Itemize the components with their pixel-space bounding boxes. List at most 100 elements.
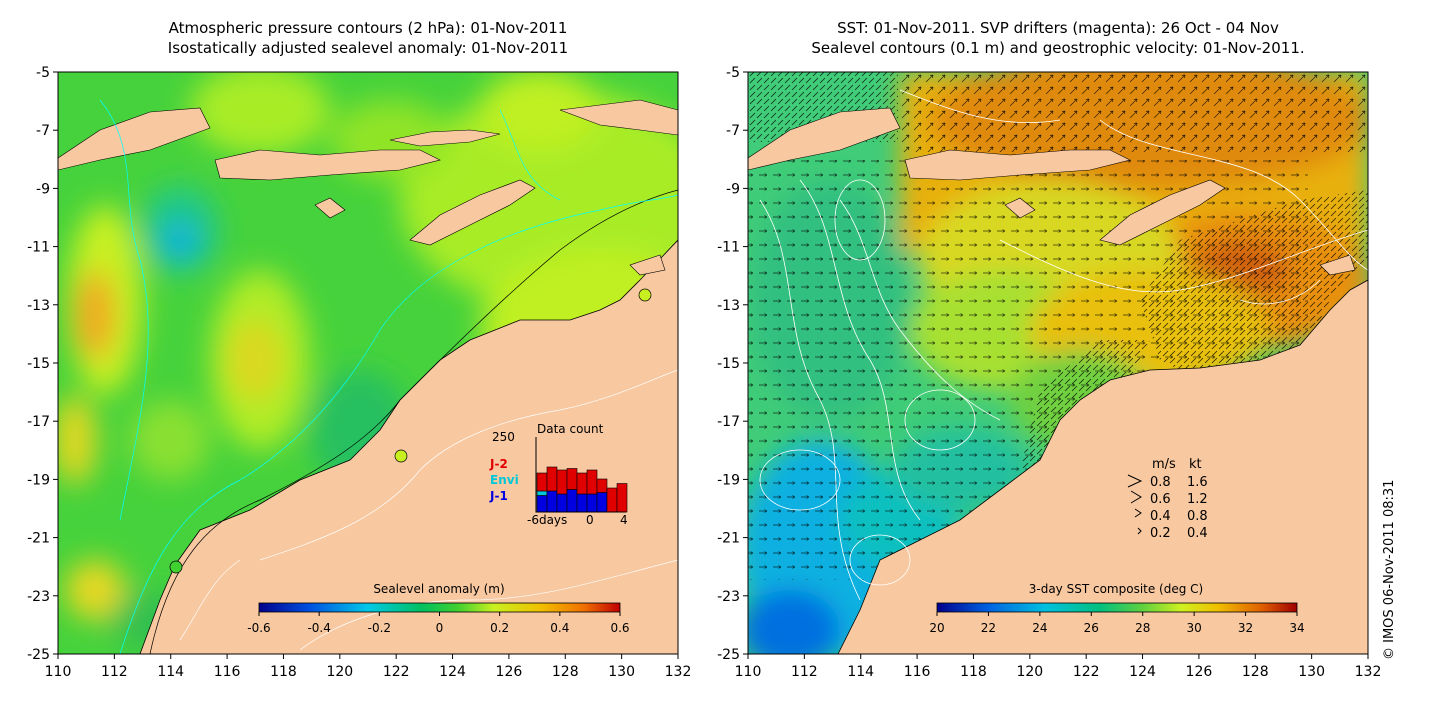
vel-row3-kt: 0.4 [1187, 526, 1208, 541]
right_panel-x-tick-6: 122 [1073, 664, 1100, 680]
left_panel-y-tick-7: -19 [27, 472, 50, 488]
left_panel-cbar-tick-5: 0.4 [550, 621, 569, 635]
right-colorbar-label: 3-day SST composite (deg C) [1029, 582, 1203, 596]
right_panel-cbar-tick-0: 20 [929, 621, 944, 635]
right_panel-cbar-tick-6: 32 [1238, 621, 1253, 635]
data-count-bar-8-j2 [616, 483, 628, 513]
right-map-title: SST: 01-Nov-2011. SVP drifters (magenta)… [748, 18, 1368, 58]
data-count-bar-0-j1 [536, 495, 548, 513]
left_panel-x-tick-8: 126 [496, 664, 523, 680]
vel-header-ms: m/s [1152, 457, 1176, 472]
left_panel-x-tick-2: 114 [157, 664, 184, 680]
right_panel-y-tick-8: -21 [717, 531, 740, 547]
data-count-bar-5-j2 [586, 469, 598, 495]
left_panel-cbar-tick-0: -0.6 [247, 621, 270, 635]
right_panel-y-tick-1: -7 [726, 123, 740, 139]
left_panel-y-tick-5: -15 [27, 356, 50, 372]
data-count-inset: Data count 250 J-2 Envi J-1 -6days 0 4 [489, 422, 628, 527]
left-colorbar-ramp [258, 602, 621, 613]
left-colorbar: Sealevel anomaly (m) -0.6 -0.4 -0.2 0 0.2 0.4… [247, 582, 629, 635]
right_panel-cbar-tick-7: 34 [1289, 621, 1304, 635]
left_panel-y-tick-2: -9 [36, 181, 50, 197]
data-count-x0: -6days [527, 513, 567, 527]
right_panel-cbar-tick-3: 26 [1084, 621, 1099, 635]
vel-header-kt: kt [1189, 457, 1202, 472]
right_panel-x-tick-3: 116 [904, 664, 931, 680]
right_panel-y-tick-4: -13 [717, 298, 740, 314]
left-title-line1: Atmospheric pressure contours (2 hPa): 0… [168, 19, 568, 37]
data-count-bar-4-j2 [576, 472, 588, 495]
right_panel-x-tick-5: 120 [1016, 664, 1043, 680]
legend-j2: J-2 [489, 457, 508, 471]
right_panel-y-tick-2: -9 [726, 181, 740, 197]
left_panel-x-tick-6: 122 [383, 664, 410, 680]
left_panel-y-tick-1: -7 [36, 123, 50, 139]
data-count-max: 250 [492, 430, 515, 444]
right-title-line2: Sealevel contours (0.1 m) and geostrophi… [811, 39, 1305, 57]
australia-land-right [837, 279, 1368, 654]
left-sealevel-map [58, 72, 678, 654]
right_panel-x-tick-7: 124 [1129, 664, 1156, 680]
data-count-bar-3-j1 [566, 489, 578, 513]
right_panel-cbar-tick-4: 28 [1135, 621, 1150, 635]
vel-row1-kt: 1.2 [1187, 492, 1208, 507]
data-count-bar-3-j2 [566, 468, 578, 490]
left-map-title: Atmospheric pressure contours (2 hPa): 0… [58, 18, 678, 58]
data-count-bar-0-envi [536, 490, 548, 496]
left_panel-x-tick-1: 112 [101, 664, 128, 680]
left_panel-cbar-tick-2: -0.2 [368, 621, 391, 635]
right_panel-x-tick-10: 130 [1298, 664, 1325, 680]
data-count-bar-7-j2 [606, 487, 618, 513]
right_panel-x-tick-2: 114 [847, 664, 874, 680]
right-title-line1: SST: 01-Nov-2011. SVP drifters (magenta)… [837, 19, 1279, 37]
right_panel-y-tick-5: -15 [717, 356, 740, 372]
right_panel-cbar-tick-1: 22 [981, 621, 996, 635]
left_panel-x-tick-0: 110 [45, 664, 72, 680]
left_panel-x-tick-11: 132 [665, 664, 692, 680]
left-colorbar-label: Sealevel anomaly (m) [373, 582, 504, 596]
right_panel-x-tick-4: 118 [960, 664, 987, 680]
left_panel-y-tick-3: -11 [27, 240, 50, 256]
right_panel-y-tick-0: -5 [726, 65, 740, 81]
left_panel-cbar-tick-1: -0.4 [307, 621, 330, 635]
right-sst-map [748, 72, 1368, 654]
right_panel-cbar-tick-5: 30 [1187, 621, 1202, 635]
left_panel-y-tick-8: -21 [27, 531, 50, 547]
right_panel-y-tick-10: -25 [717, 647, 740, 663]
vel-row0-ms: 0.8 [1150, 475, 1171, 490]
data-count-bar-2-j2 [556, 469, 568, 495]
data-count-bar-2-j1 [556, 493, 568, 513]
legend-j1: J-1 [489, 489, 508, 503]
left-title-line2: Isostatically adjusted sealevel anomaly:… [167, 39, 569, 57]
vel-row1-ms: 0.6 [1150, 492, 1171, 507]
data-count-bar-4-j1 [576, 493, 588, 513]
data-count-bar-1-j1 [546, 490, 558, 513]
vel-row2-kt: 0.8 [1187, 509, 1208, 524]
right-map-axes: 110 112 114 116 118 120 122 124 126 128 130 132 -5 -7… [717, 65, 1381, 680]
left_panel-y-tick-9: -23 [27, 589, 50, 605]
data-count-x2: 4 [620, 513, 628, 527]
vel-row0-kt: 1.6 [1187, 475, 1208, 490]
legend-envi: Envi [490, 473, 519, 487]
data-count-bar-5-j1 [586, 493, 598, 513]
left_panel-x-tick-9: 128 [552, 664, 579, 680]
left_panel-cbar-tick-3: 0 [436, 621, 444, 635]
left_panel-x-tick-10: 130 [608, 664, 635, 680]
right_panel-x-tick-1: 112 [791, 664, 818, 680]
right-colorbar-ramp [936, 602, 1298, 613]
data-count-bar-1-j2 [546, 466, 558, 492]
left_panel-y-tick-4: -13 [27, 298, 50, 314]
right_panel-x-tick-9: 128 [1242, 664, 1269, 680]
data-count-x1: 0 [586, 513, 594, 527]
vel-row2-ms: 0.4 [1150, 509, 1171, 524]
right_panel-x-tick-8: 126 [1186, 664, 1213, 680]
data-count-title: Data count [537, 422, 604, 436]
left_panel-x-tick-4: 118 [270, 664, 297, 680]
left_panel-x-tick-7: 124 [439, 664, 466, 680]
left_panel-y-tick-0: -5 [36, 65, 50, 81]
right_panel-x-tick-0: 110 [735, 664, 762, 680]
right_panel-y-tick-3: -11 [717, 240, 740, 256]
left_panel-x-tick-5: 120 [326, 664, 353, 680]
velocity-legend: m/s kt 0.8 1.6 0.6 1.2 0.4 0.8 0.2 0.4 [1127, 457, 1208, 541]
copyright-stamp: © IMOS 06-Nov-2011 08:31 [1382, 479, 1397, 660]
